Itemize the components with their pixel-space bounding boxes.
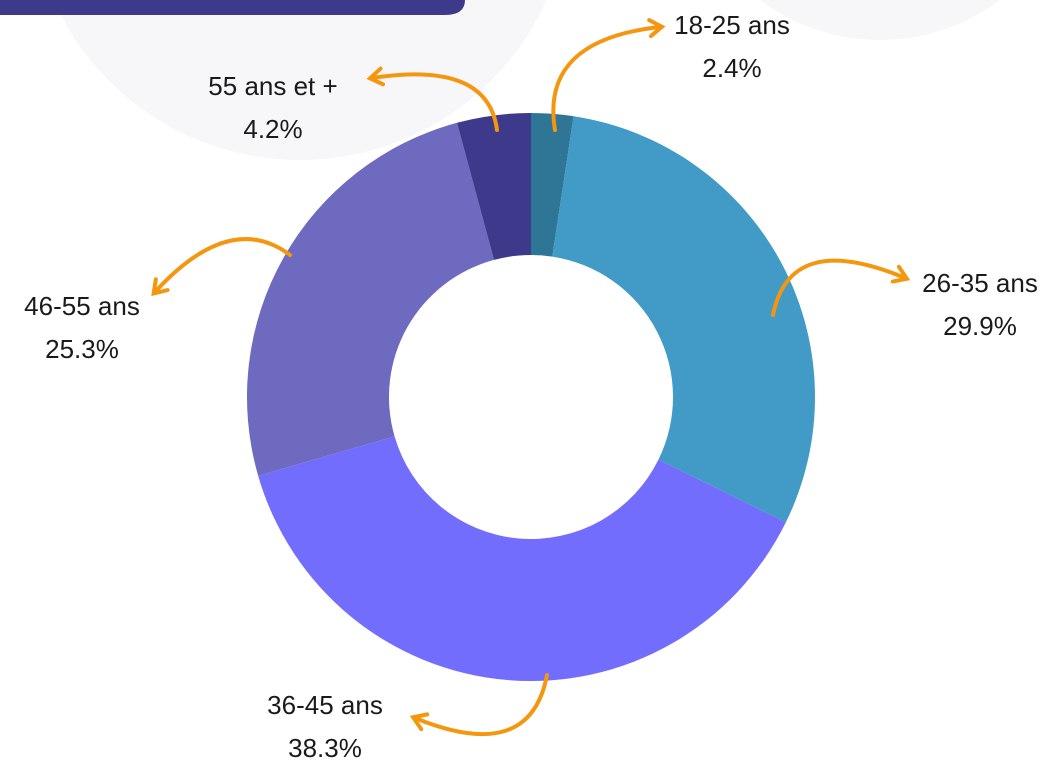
callout-arrow [551,18,666,132]
category-label: 36-45 ans [267,690,383,720]
callout-arrow [771,258,911,317]
value-label: 2.4% [702,53,761,83]
value-label: 25.3% [45,334,119,364]
background-shape [760,0,1000,40]
value-label: 4.2% [243,114,302,144]
slice [531,113,574,257]
background-shape [53,0,547,160]
slice [258,436,786,681]
header-bar [0,0,465,15]
slice [246,122,494,476]
donut [246,113,815,681]
callout-arrow [366,66,499,132]
callout-arrow [409,673,549,737]
value-label: 29.9% [943,311,1017,341]
category-label: 26-35 ans [922,268,1038,298]
callout-arrow [151,237,292,297]
category-label: 18-25 ans [674,10,790,40]
value-label: 38.3% [288,733,362,760]
category-label: 55 ans et + [208,71,337,101]
category-label: 46-55 ans [24,291,140,321]
slice [456,113,531,260]
slice [552,116,815,523]
